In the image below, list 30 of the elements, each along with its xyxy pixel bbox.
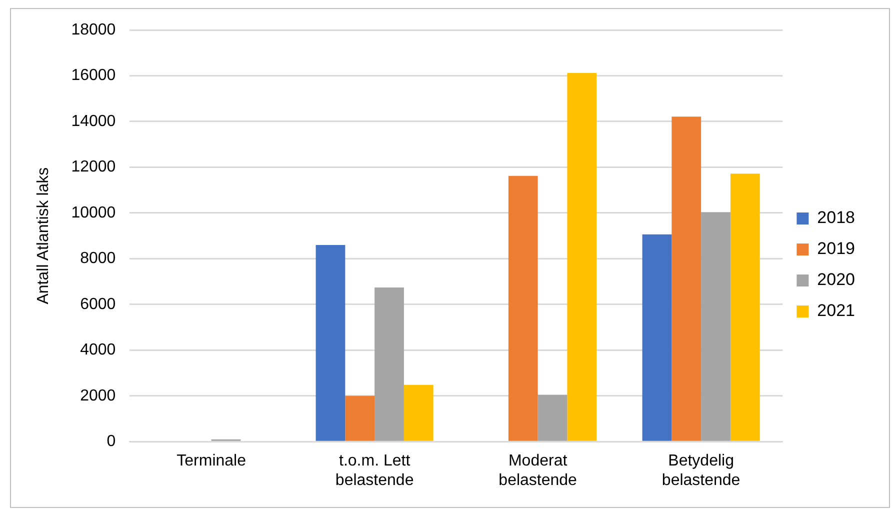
x-tick-label: t.o.m. Lett belastende [335, 452, 414, 489]
bar [567, 72, 597, 441]
bar [701, 212, 730, 441]
y-tick-label: 6000 [80, 296, 116, 313]
y-axis-title: Antall Atlantisk laks [35, 167, 52, 304]
bar [404, 384, 434, 441]
y-tick-label: 16000 [71, 67, 116, 84]
y-tick-label: 0 [106, 433, 116, 450]
bar [672, 116, 702, 441]
y-tick-label: 18000 [71, 21, 116, 38]
bar [316, 244, 346, 441]
y-tick-label: 4000 [80, 342, 116, 359]
bar [345, 396, 375, 441]
y-tick-label: 8000 [80, 250, 116, 268]
x-tick-label: Betydelig belastende [662, 452, 740, 489]
legend-label: 2020 [817, 270, 856, 290]
y-tick-label: 2000 [80, 387, 116, 404]
y-tick-label: 12000 [71, 158, 116, 176]
bar [538, 394, 568, 441]
bar [374, 287, 404, 441]
y-tick-label: 14000 [71, 112, 116, 130]
bar [642, 234, 672, 441]
legend-label: 2019 [817, 239, 856, 258]
bar [508, 176, 538, 441]
legend-label: 2021 [817, 301, 856, 320]
bar [730, 174, 760, 441]
x-tick-label: Moderat belastende [498, 452, 578, 489]
x-tick-label: Terminale [176, 452, 246, 470]
y-tick-label: 10000 [71, 204, 116, 222]
legend-label: 2018 [817, 208, 856, 228]
